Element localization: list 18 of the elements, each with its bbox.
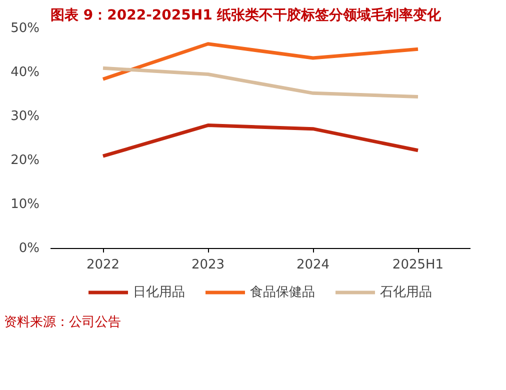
y-tick-label: 50% <box>10 21 40 36</box>
text: 资料来源：公司公告 <box>4 314 121 332</box>
chart-title: 图表 9：2022-2025H1 纸张类不干胶标签分领域毛利率变化 <box>50 6 442 24</box>
x-tick-label: 2022 <box>86 258 120 272</box>
legend-label: 食品保健品 <box>250 284 315 301</box>
x-tick-label: 2025H1 <box>392 258 444 272</box>
x-tick-label: 2023 <box>191 258 225 272</box>
y-tick-label: 40% <box>10 65 40 80</box>
y-tick-label: 10% <box>10 197 40 212</box>
x-tick-label: 2024 <box>296 258 330 272</box>
y-tick-label: 30% <box>10 109 40 124</box>
legend-label: 石化用品 <box>380 284 432 301</box>
line-series <box>101 42 420 81</box>
line-series <box>101 124 420 158</box>
line-series <box>101 66 420 98</box>
y-tick-label: 0% <box>18 241 40 256</box>
y-tick-label: 20% <box>10 153 40 168</box>
legend-label: 日化用品 <box>133 284 185 301</box>
